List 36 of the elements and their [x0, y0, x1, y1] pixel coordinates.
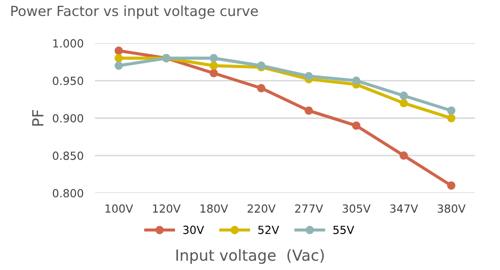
point: [114, 62, 123, 70]
point: [210, 69, 218, 78]
x-tick-label: 380V: [438, 204, 466, 213]
point: [400, 91, 408, 100]
point: [114, 54, 123, 62]
x-tick-label: 347V: [390, 204, 418, 213]
y-axis-title: PF: [32, 110, 44, 126]
legend-label: 55V: [333, 226, 354, 234]
x-tick-label: 220V: [248, 204, 276, 213]
y-tick-label: 0.900: [52, 114, 84, 123]
chart-title: Power Factor vs input voltage curve: [11, 5, 258, 19]
x-tick-label: 180V: [200, 204, 228, 213]
y-tick-label: 0.800: [52, 189, 84, 198]
point: [400, 98, 408, 108]
x-tick-label: 277V: [295, 204, 324, 213]
point: [304, 106, 313, 115]
y-tick-label: 0.850: [52, 152, 84, 160]
point: [447, 106, 456, 115]
x-tick-label: 100V: [106, 204, 134, 213]
point: [210, 54, 218, 62]
y-tick-label: 0.950: [52, 76, 84, 86]
point: [400, 151, 408, 160]
legend-label: 52V: [258, 226, 280, 234]
point: [304, 72, 313, 80]
y-tick-label: 1.000: [53, 39, 84, 48]
point: [210, 62, 218, 70]
point: [114, 46, 123, 55]
point: [257, 84, 266, 92]
point: [447, 181, 456, 190]
x-tick-label: 120V: [153, 204, 181, 213]
x-tick-label: 305V: [342, 204, 371, 213]
point: [352, 76, 360, 85]
point: [447, 114, 456, 122]
legend-label: 30V: [183, 226, 204, 234]
point: [352, 121, 360, 130]
x-axis-title: Input voltage (Vac): [176, 249, 324, 264]
